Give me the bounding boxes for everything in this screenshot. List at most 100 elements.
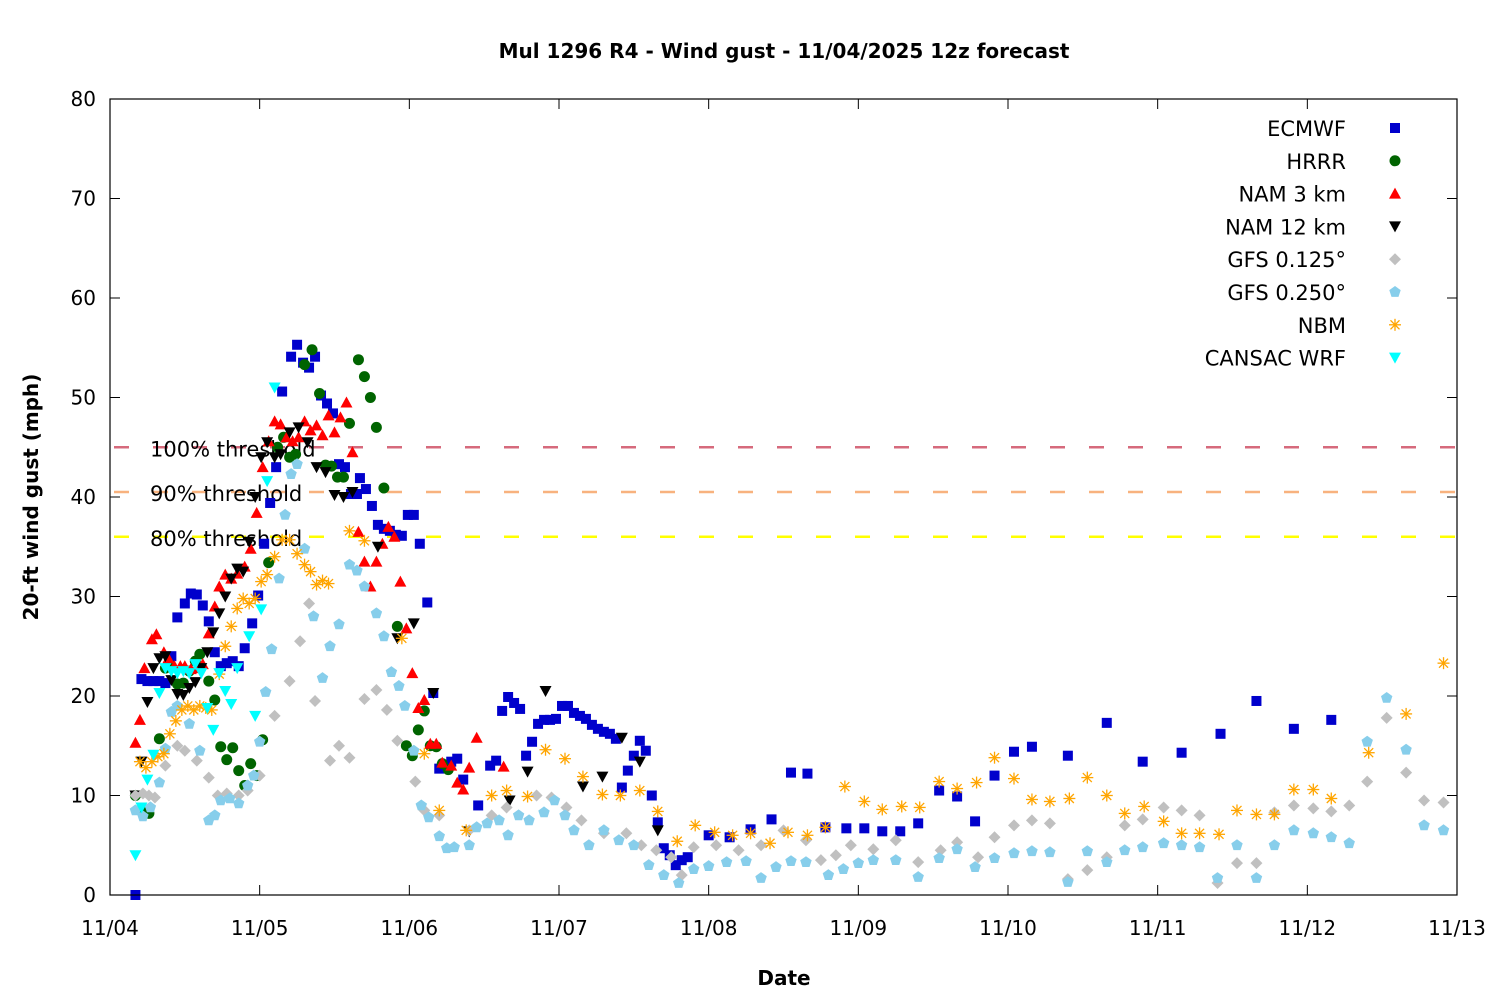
data-point <box>1008 847 1020 859</box>
data-point <box>243 631 256 643</box>
data-point <box>221 754 233 766</box>
data-point <box>433 830 445 842</box>
data-point <box>273 572 285 584</box>
data-point <box>343 751 356 764</box>
data-point <box>1380 711 1393 724</box>
star-stroke <box>317 575 328 586</box>
star-stroke <box>170 715 181 726</box>
y-tick-label: 60 <box>71 286 96 310</box>
data-point <box>202 771 215 784</box>
star-stroke <box>839 781 850 792</box>
data-point <box>309 694 322 707</box>
y-tick-label: 70 <box>71 187 96 211</box>
star-stroke <box>311 579 322 590</box>
star-stroke <box>359 535 370 546</box>
data-point <box>628 839 640 851</box>
data-point <box>380 703 393 716</box>
data-point <box>207 724 220 736</box>
data-point <box>209 647 220 658</box>
data-point <box>575 814 588 827</box>
star-stroke <box>1026 794 1037 805</box>
data-point <box>219 591 232 603</box>
data-point <box>673 877 685 888</box>
x-tick-label: 11/04 <box>81 916 139 940</box>
data-point <box>744 827 757 840</box>
data-point <box>142 676 153 687</box>
data-point <box>286 435 299 447</box>
data-point <box>596 788 609 801</box>
star-stroke <box>1139 801 1150 812</box>
data-point <box>274 418 287 430</box>
data-point <box>933 852 945 863</box>
star-stroke <box>256 576 267 587</box>
data-point <box>285 468 297 479</box>
data-point <box>310 351 321 362</box>
data-point <box>248 769 260 781</box>
data-point <box>141 696 154 708</box>
star-stroke <box>597 789 608 800</box>
data-point <box>635 839 648 852</box>
data-point <box>352 525 365 537</box>
data-point <box>688 863 700 874</box>
data-point <box>1157 837 1170 849</box>
star-stroke <box>1288 784 1299 795</box>
data-point <box>568 707 579 718</box>
data-point <box>197 600 208 611</box>
data-point <box>178 744 191 757</box>
data-point <box>237 566 250 578</box>
data-point <box>153 733 165 745</box>
data-point <box>1288 723 1299 734</box>
x-tick-label: 11/09 <box>830 916 888 940</box>
star-stroke <box>934 776 945 787</box>
data-point <box>232 789 245 802</box>
star-stroke <box>560 753 570 764</box>
data-point <box>1437 824 1450 836</box>
data-point <box>358 580 371 592</box>
data-point <box>877 826 888 837</box>
data-point <box>159 663 172 675</box>
data-point <box>159 651 172 663</box>
data-point <box>551 713 562 724</box>
data-point <box>316 429 329 441</box>
data-point <box>1268 808 1281 821</box>
data-point <box>408 744 420 756</box>
data-point <box>604 728 615 739</box>
star-stroke <box>244 598 255 609</box>
data-point <box>399 700 411 711</box>
data-point <box>274 449 287 461</box>
data-point <box>135 802 148 814</box>
data-point <box>249 710 262 722</box>
data-point <box>166 651 177 662</box>
legend-label: NBM <box>1298 314 1346 338</box>
series-nbm <box>133 524 1450 850</box>
star-stroke <box>1401 708 1412 719</box>
data-point <box>592 723 603 734</box>
data-point <box>207 627 220 639</box>
data-point <box>291 547 304 560</box>
data-point <box>129 736 142 748</box>
data-point <box>785 855 797 866</box>
data-point <box>434 763 445 774</box>
data-point <box>876 803 889 816</box>
data-point <box>539 714 550 725</box>
data-point <box>224 792 236 804</box>
star-stroke <box>859 796 870 807</box>
data-point <box>633 756 646 768</box>
data-point <box>409 775 422 788</box>
data-point <box>1325 831 1337 843</box>
data-point <box>934 844 947 857</box>
data-point <box>298 542 311 554</box>
star-stroke <box>540 744 551 755</box>
data-point <box>256 461 269 473</box>
data-point <box>147 663 160 675</box>
star-stroke <box>206 704 217 715</box>
data-point <box>136 674 147 685</box>
data-point <box>1400 766 1413 779</box>
data-point <box>191 589 202 600</box>
series-cansac-wrf <box>129 382 281 862</box>
data-point <box>867 854 879 865</box>
data-point <box>154 676 165 687</box>
data-point <box>970 776 983 789</box>
data-point <box>651 805 664 818</box>
legend-label: ECMWF <box>1267 117 1346 141</box>
